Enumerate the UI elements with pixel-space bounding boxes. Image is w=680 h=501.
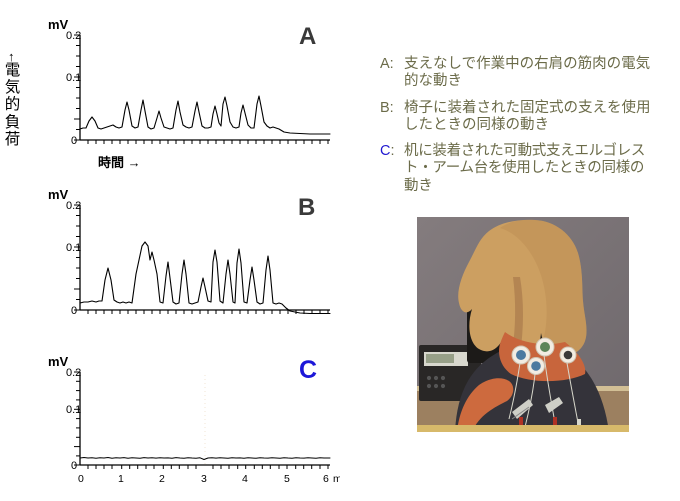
svg-text:0.2: 0.2 (66, 367, 81, 379)
svg-text:0: 0 (71, 460, 77, 472)
svg-text:0.2: 0.2 (66, 30, 81, 42)
svg-text:2: 2 (159, 473, 165, 485)
svg-text:0: 0 (71, 305, 77, 317)
svg-text:1: 1 (118, 473, 124, 485)
svg-text:0.1: 0.1 (66, 72, 81, 84)
svg-text:4: 4 (242, 473, 248, 485)
svg-text:3: 3 (201, 473, 207, 485)
svg-text:0.1: 0.1 (66, 242, 81, 254)
svg-text:0.1: 0.1 (66, 404, 81, 416)
svg-text:6: 6 (323, 473, 329, 485)
svg-text:0: 0 (71, 135, 77, 147)
svg-text:5: 5 (284, 473, 290, 485)
svg-text:min: min (333, 473, 340, 485)
svg-text:0: 0 (78, 473, 84, 485)
svg-text:0.2: 0.2 (66, 200, 81, 212)
